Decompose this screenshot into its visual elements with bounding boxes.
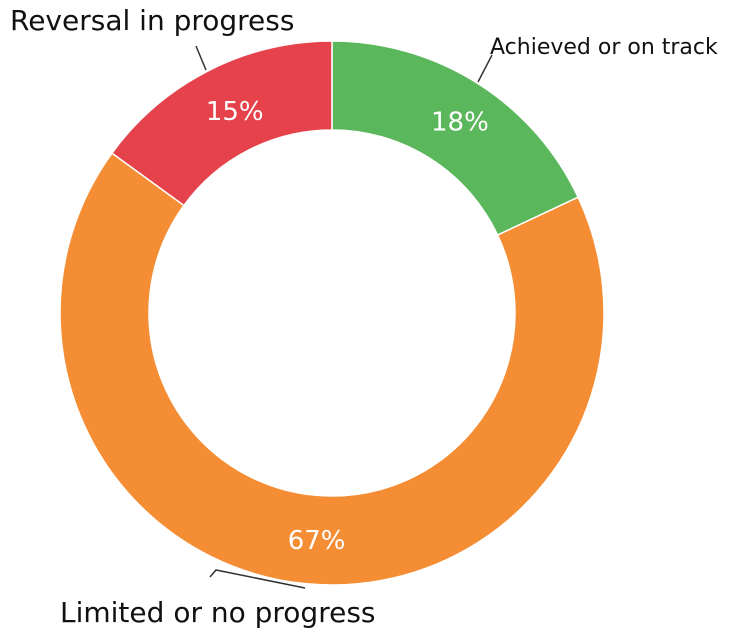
category-label: Achieved or on track [490,35,718,60]
category-label: Limited or no progress [60,596,376,629]
leader-line [209,569,306,589]
slice [331,40,580,237]
slice [59,152,605,586]
value-label: 67% [288,526,346,556]
leader-line [195,45,207,71]
value-label: 18% [431,107,489,137]
leader-line [477,54,493,83]
slice [110,40,333,207]
category-label: Reversal in progress [10,4,294,37]
value-label: 15% [206,97,264,127]
